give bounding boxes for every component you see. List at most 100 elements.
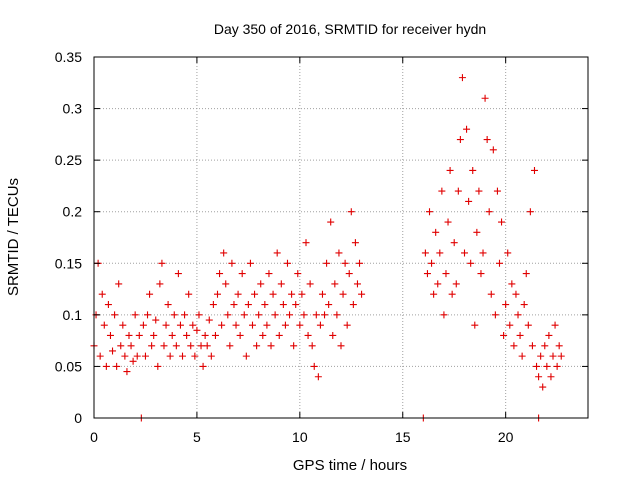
data-point bbox=[530, 166, 538, 174]
data-point bbox=[261, 301, 269, 309]
data-point bbox=[522, 270, 530, 278]
data-point bbox=[356, 259, 364, 267]
data-point bbox=[547, 373, 555, 381]
x-tick-label: 20 bbox=[498, 429, 514, 445]
data-point bbox=[286, 311, 294, 319]
data-point bbox=[209, 301, 217, 309]
data-point bbox=[329, 331, 337, 339]
data-point bbox=[246, 259, 254, 267]
data-point bbox=[551, 321, 559, 329]
data-point bbox=[115, 280, 123, 288]
data-point bbox=[176, 321, 184, 329]
data-point bbox=[226, 342, 234, 350]
data-point bbox=[98, 290, 106, 298]
data-point bbox=[473, 228, 481, 236]
data-point bbox=[224, 311, 232, 319]
data-point bbox=[557, 352, 565, 360]
data-point bbox=[316, 321, 324, 329]
data-point bbox=[265, 270, 273, 278]
data-point bbox=[353, 280, 361, 288]
data-point bbox=[458, 74, 466, 82]
data-point bbox=[290, 342, 298, 350]
data-point bbox=[302, 239, 310, 247]
data-point bbox=[310, 362, 318, 370]
data-point bbox=[434, 280, 442, 288]
data-point bbox=[335, 249, 343, 257]
data-point bbox=[207, 352, 215, 360]
data-point bbox=[358, 290, 366, 298]
data-point bbox=[251, 290, 259, 298]
data-point bbox=[255, 311, 263, 319]
data-point bbox=[504, 249, 512, 257]
data-point bbox=[133, 352, 141, 360]
y-tick-label: 0.25 bbox=[55, 152, 82, 168]
data-point bbox=[436, 249, 444, 257]
data-point bbox=[450, 239, 458, 247]
data-point bbox=[259, 331, 267, 339]
data-point bbox=[230, 301, 238, 309]
data-point bbox=[277, 280, 285, 288]
data-point bbox=[253, 342, 261, 350]
data-point bbox=[234, 290, 242, 298]
data-point bbox=[139, 321, 147, 329]
data-point bbox=[518, 352, 526, 360]
data-point bbox=[203, 342, 211, 350]
data-point bbox=[102, 362, 110, 370]
data-point bbox=[537, 352, 545, 360]
data-point bbox=[432, 228, 440, 236]
data-point bbox=[185, 290, 193, 298]
data-point bbox=[512, 290, 520, 298]
data-point bbox=[325, 301, 333, 309]
data-point bbox=[477, 270, 485, 278]
data-point bbox=[189, 321, 197, 329]
data-point bbox=[127, 342, 135, 350]
data-point bbox=[135, 331, 143, 339]
data-point bbox=[170, 311, 178, 319]
data-point bbox=[471, 321, 479, 329]
data-point bbox=[526, 208, 534, 216]
data-point bbox=[271, 311, 279, 319]
points-layer bbox=[90, 74, 565, 422]
data-point bbox=[500, 331, 508, 339]
data-point bbox=[144, 311, 152, 319]
data-point bbox=[491, 311, 499, 319]
y-tick-label: 0.2 bbox=[63, 204, 83, 220]
data-point bbox=[292, 301, 300, 309]
data-point bbox=[428, 259, 436, 267]
data-point bbox=[304, 331, 312, 339]
data-point bbox=[187, 342, 195, 350]
data-point bbox=[214, 290, 221, 298]
data-point bbox=[506, 321, 514, 329]
data-point bbox=[294, 270, 302, 278]
ticks-layer: 0 5 10 15 20 0 0.05 0.1 0.15 0.2 0.25 0.3 0.35 bbox=[55, 49, 588, 445]
data-point bbox=[96, 352, 104, 360]
data-point bbox=[508, 280, 516, 288]
data-point bbox=[298, 290, 306, 298]
data-point bbox=[426, 208, 434, 216]
data-point bbox=[123, 368, 131, 376]
data-point bbox=[179, 352, 187, 360]
data-point bbox=[104, 301, 112, 309]
data-point bbox=[125, 331, 133, 339]
data-point bbox=[331, 280, 339, 288]
data-point bbox=[191, 352, 199, 360]
data-point bbox=[162, 321, 170, 329]
data-point bbox=[238, 270, 246, 278]
data-point bbox=[197, 342, 205, 350]
x-tick-label: 5 bbox=[193, 429, 201, 445]
data-point bbox=[121, 352, 129, 360]
y-tick-label: 0.1 bbox=[63, 307, 83, 323]
data-point bbox=[516, 331, 524, 339]
data-point bbox=[109, 347, 117, 355]
data-point bbox=[510, 342, 518, 350]
data-point bbox=[528, 342, 536, 350]
data-point bbox=[218, 321, 226, 329]
data-point bbox=[444, 218, 452, 226]
data-point bbox=[452, 280, 460, 288]
data-point bbox=[275, 331, 283, 339]
data-point bbox=[308, 342, 316, 350]
chart-title: Day 350 of 2016, SRMTID for receiver hyd… bbox=[214, 21, 486, 37]
data-point bbox=[216, 270, 224, 278]
